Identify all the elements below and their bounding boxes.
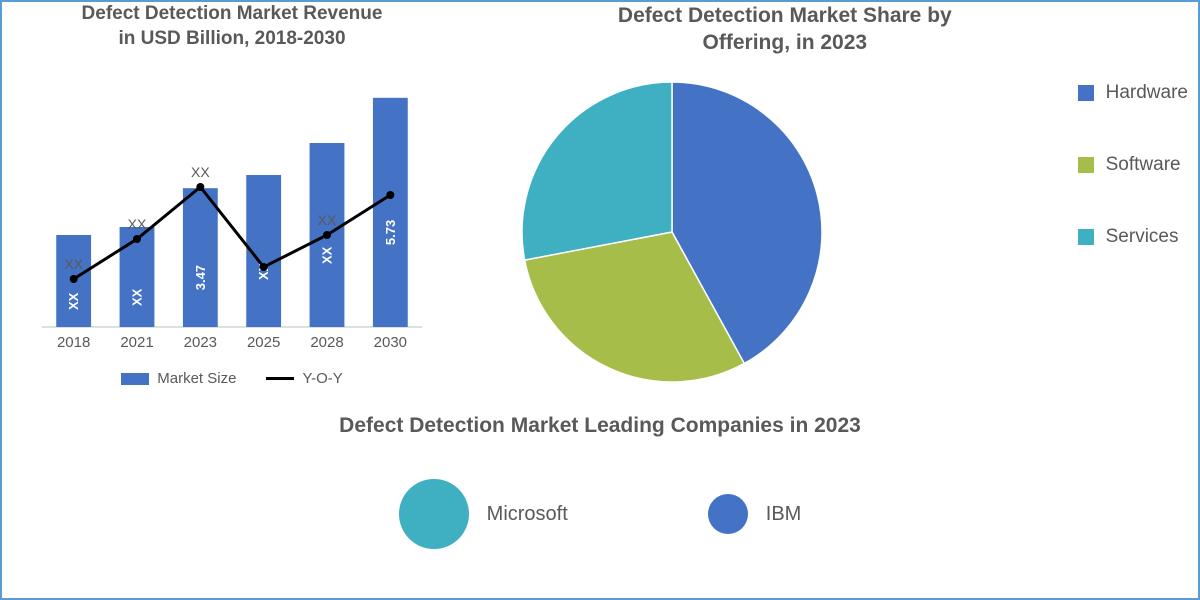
bubble-circle <box>399 479 469 549</box>
bar-title-l1: Defect Detection Market Revenue <box>82 3 383 24</box>
bar-category-label: 2023 <box>184 334 217 351</box>
pie-title-l2: Offering, in 2023 <box>703 31 868 54</box>
pie-legend-item: Software <box>1078 154 1188 176</box>
pie-legend-swatch <box>1078 229 1094 245</box>
bubble-label: Microsoft <box>487 503 568 526</box>
bubble-circle <box>708 494 748 534</box>
bar-category-label: 2030 <box>374 334 407 351</box>
bubble-title: Defect Detection Market Leading Companie… <box>12 412 1188 439</box>
bar-value-label: XX <box>66 293 81 311</box>
pie-legend-label: Hardware <box>1106 82 1188 104</box>
line-marker <box>260 263 268 271</box>
bar-chart-panel: Defect Detection Market Revenue in USD B… <box>12 2 452 402</box>
bar-category-label: 2028 <box>310 334 343 351</box>
pie-legend-item: Hardware <box>1078 82 1188 104</box>
pie-slice <box>522 82 672 260</box>
legend-yoy: Y-O-Y <box>266 370 342 387</box>
line-marker <box>386 191 394 199</box>
pie-chart-title: Defect Detection Market Share by Offerin… <box>452 2 1048 67</box>
bar-value-label: XX <box>130 289 145 307</box>
pie-legend-label: Services <box>1106 226 1179 248</box>
bar-chart-title: Defect Detection Market Revenue in USD B… <box>12 2 452 57</box>
pie-chart-svg <box>452 67 872 387</box>
line-point-label: XX <box>64 256 83 272</box>
line-marker <box>70 275 78 283</box>
bubble-item: IBM <box>708 479 802 549</box>
bar-value-label: XX <box>320 247 335 265</box>
line-marker <box>323 231 331 239</box>
line-marker <box>196 183 204 191</box>
pie-legend-item: Services <box>1078 226 1188 248</box>
legend-line-yoy <box>266 377 294 380</box>
line-marker <box>133 235 141 243</box>
legend-label-bar: Market Size <box>157 370 236 387</box>
main-container: Defect Detection Market Revenue in USD B… <box>0 0 1200 600</box>
bubble-panel: Defect Detection Market Leading Companie… <box>12 402 1188 598</box>
bar <box>373 98 408 327</box>
pie-chart-panel: Defect Detection Market Share by Offerin… <box>452 2 1188 402</box>
pie-legend: Hardware Software Services <box>1078 82 1188 402</box>
top-row: Defect Detection Market Revenue in USD B… <box>12 2 1188 402</box>
bar-title-l2: in USD Billion, 2018-2030 <box>118 28 345 49</box>
bar-chart-svg: XX2018XXXX2021XX3.472023XXXX2025XX2028XX… <box>12 57 432 357</box>
legend-market-size: Market Size <box>121 370 236 387</box>
legend-swatch-bar <box>121 373 149 385</box>
bubble-item: Microsoft <box>399 479 568 549</box>
pie-legend-label: Software <box>1106 154 1181 176</box>
pie-legend-swatch <box>1078 85 1094 101</box>
bar-value-label: 3.47 <box>193 265 208 290</box>
bar-value-label: 5.73 <box>383 220 398 245</box>
line-point-label: XX <box>318 212 337 228</box>
legend-label-line: Y-O-Y <box>302 370 342 387</box>
bar-category-label: 2018 <box>57 334 90 351</box>
line-point-label: XX <box>128 216 147 232</box>
bar-category-label: 2025 <box>247 334 280 351</box>
bubble-label: IBM <box>766 503 802 526</box>
bar-category-label: 2021 <box>120 334 153 351</box>
pie-title-l1: Defect Detection Market Share by <box>618 4 952 27</box>
bar <box>183 189 218 328</box>
bubble-wrap: Microsoft IBM <box>12 479 1188 549</box>
bar-legend: Market Size Y-O-Y <box>12 370 452 387</box>
pie-legend-swatch <box>1078 157 1094 173</box>
line-point-label: XX <box>191 164 210 180</box>
